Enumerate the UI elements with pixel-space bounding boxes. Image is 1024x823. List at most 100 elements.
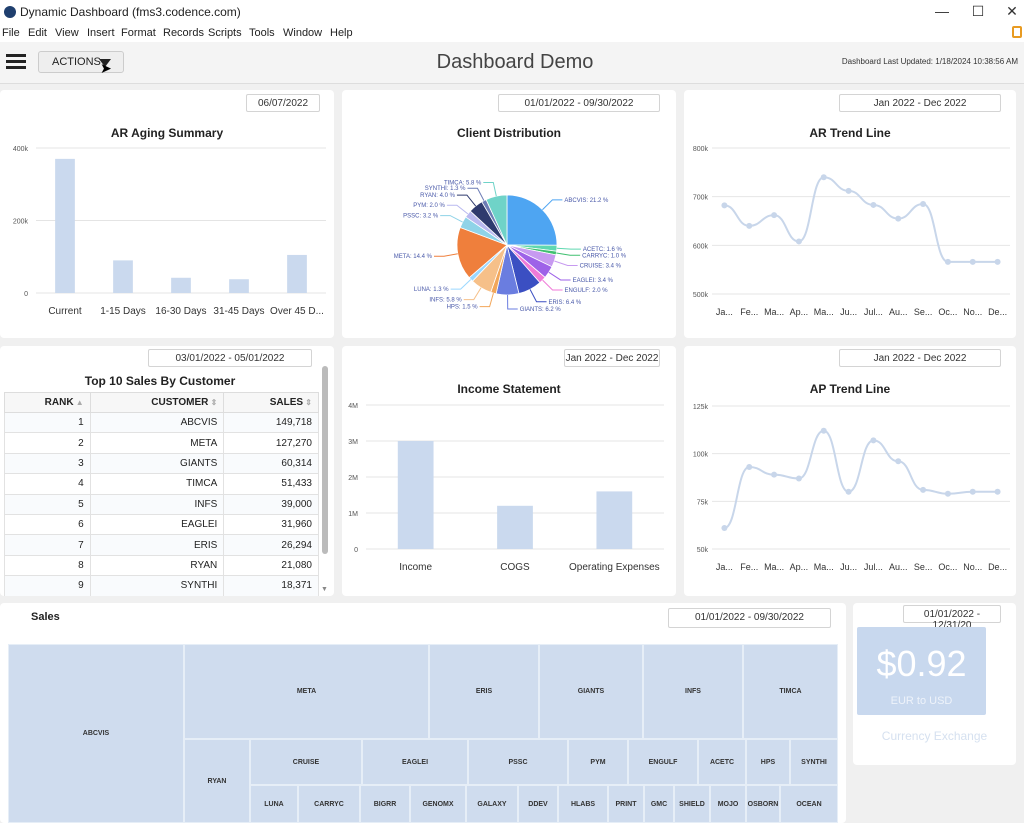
treemap-cell-acetc[interactable]: ACETC [698,739,746,785]
table-row[interactable]: 1 ABCVIS 149,718 [4,411,319,434]
treemap-cell-meta[interactable]: META [184,644,429,739]
rank-cell: 5 [4,493,91,515]
hamburger-menu-icon[interactable] [6,54,26,70]
income-category-label: COGS [500,562,530,573]
ar-trend-panel: Jan 2022 - Dec 2022 AR Trend Line 500k 60… [684,90,1016,338]
sales-date-button[interactable]: 01/01/2022 - 09/30/2022 [668,608,831,628]
treemap-cell-luna[interactable]: LUNA [250,785,298,823]
scrollbar-thumb[interactable] [322,366,328,554]
ar-trend-ytick-label: 600k [693,243,709,250]
ar-aging-bar [287,254,307,293]
menu-format[interactable]: Format [121,27,156,39]
treemap-cell-shield[interactable]: SHIELD [674,785,710,823]
top-sales-date-button[interactable]: 03/01/2022 - 05/01/2022 [148,349,312,367]
currency-panel: 01/01/2022 - 12/31/20 $0.92 EUR to USD C… [853,603,1016,765]
treemap-cell-timca[interactable]: TIMCA [743,644,838,739]
treemap-cell-pssc[interactable]: PSSC [468,739,568,785]
scroll-down-icon[interactable]: ▼ [321,586,328,593]
column-header-customer[interactable]: CUSTOMER ⇕ [89,392,225,413]
treemap-cell-engulf[interactable]: ENGULF [628,739,698,785]
treemap-cell-print[interactable]: PRINT [608,785,644,823]
treemap-cell-cruise[interactable]: CRUISE [250,739,362,785]
table-row[interactable]: 6 EAGLEI 31,960 [4,513,319,536]
actions-button[interactable]: ACTIONS [38,51,124,73]
menu-tools[interactable]: Tools [249,27,275,39]
table-row[interactable]: 8 RYAN 21,080 [4,554,319,577]
menu-file[interactable]: File [2,27,20,39]
treemap-cell-osborn[interactable]: OSBORN [746,785,780,823]
table-row[interactable]: 2 META 127,270 [4,432,319,454]
treemap-cell-pym[interactable]: PYM [568,739,628,785]
ar-trend-xtick-label: Oc... [938,307,957,317]
ap-trend-xtick-label: No... [963,562,982,572]
column-header-sales[interactable]: SALES ⇕ [223,392,319,413]
ar-aging-ytick-label: 400k [13,146,29,153]
table-row[interactable]: 9 SYNTHI 18,371 [4,575,319,596]
menu-records[interactable]: Records [163,27,204,39]
ar-trend-point [895,215,902,222]
sales-cell: 26,294 [223,534,319,556]
ar-aging-ytick-label: 0 [24,291,28,298]
pie-slice-label: ABCVIS: 21.2 % [564,198,609,204]
treemap-cell-ocean[interactable]: OCEAN [780,785,838,823]
pie-leader-line [467,187,485,201]
ap-trend-ytick-label: 75k [697,499,709,506]
maximize-button[interactable]: ☐ [971,3,985,19]
treemap-cell-eaglei[interactable]: EAGLEI [362,739,468,785]
table-row[interactable]: 5 INFS 39,000 [4,493,319,515]
treemap-cell-genomx[interactable]: GENOMX [410,785,466,823]
currency-date-button[interactable]: 01/01/2022 - 12/31/20 [903,605,1001,631]
sales-cell: 31,960 [223,513,319,536]
ap-trend-ytick-label: 50k [697,547,709,554]
ap-trend-point [771,471,778,478]
table-row[interactable]: 7 ERIS 26,294 [4,534,319,556]
top-sales-panel: 03/01/2022 - 05/01/2022 Top 10 Sales By … [0,346,334,596]
ar-trend-xtick-label: No... [963,307,982,317]
pie-slice-label: EAGLEI: 3.4 % [573,278,614,284]
table-row[interactable]: 3 GIANTS 60,314 [4,452,319,475]
menu-help[interactable]: Help [330,27,353,39]
income-statement-date-button[interactable]: Jan 2022 - Dec 2022 [564,349,660,367]
treemap-cell-giants[interactable]: GIANTS [539,644,643,739]
treemap-cell-carryc[interactable]: CARRYC [298,785,360,823]
treemap-cell-infs[interactable]: INFS [643,644,743,739]
menu-scripts[interactable]: Scripts [208,27,242,39]
menu-edit[interactable]: Edit [28,27,47,39]
ap-trend-series-line [723,429,998,530]
treemap-cell-hlabs[interactable]: HLABS [558,785,608,823]
ar-trend-point [721,202,728,209]
ar-aging-date-button[interactable]: 06/07/2022 [246,94,320,112]
close-button[interactable]: ✕ [1006,3,1018,19]
minimize-button[interactable]: — [935,3,949,19]
ar-trend-date-button[interactable]: Jan 2022 - Dec 2022 [839,94,1001,112]
ar-trend-xtick-label: Fe... [740,307,758,317]
table-row[interactable]: 4 TIMCA 51,433 [4,473,319,495]
table-scrollbar[interactable]: ▼ [321,362,329,596]
client-distribution-date-button[interactable]: 01/01/2022 - 09/30/2022 [498,94,660,112]
menu-insert[interactable]: Insert [87,27,115,39]
ap-trend-date-button[interactable]: Jan 2022 - Dec 2022 [839,349,1001,367]
pie-leader-line [556,252,581,256]
treemap-cell-ddev[interactable]: DDEV [518,785,558,823]
sales-cell: 60,314 [223,452,319,475]
column-header-rank[interactable]: RANK ▲ [4,392,91,413]
pie-slice-label: RYAN: 4.0 % [420,193,455,199]
treemap-cell-abcvis[interactable]: ABCVIS [8,644,184,823]
ar-trend-point [994,258,1001,265]
last-updated-text: Dashboard Last Updated: 1/18/2024 10:38:… [841,57,1018,66]
sales-cell: 18,371 [223,575,319,596]
treemap-cell-gmc[interactable]: GMC [644,785,674,823]
rank-cell: 8 [4,554,91,577]
treemap-cell-bigrr[interactable]: BIGRR [360,785,410,823]
treemap-cell-mojo[interactable]: MOJO [710,785,746,823]
ap-trend-point [746,464,753,471]
dashboard-toolbar: ACTIONS [0,42,1024,84]
treemap-cell-ryan[interactable]: RYAN [184,739,250,823]
treemap-cell-galaxy[interactable]: GALAXY [466,785,518,823]
treemap-cell-hps[interactable]: HPS [746,739,790,785]
treemap-cell-synthi[interactable]: SYNTHI [790,739,838,785]
menu-view[interactable]: View [55,27,79,39]
treemap-cell-eris[interactable]: ERIS [429,644,539,739]
menu-window[interactable]: Window [283,27,323,39]
ar-aging-panel: 06/07/2022 AR Aging Summary 0 200k 400k Cur… [0,90,334,338]
